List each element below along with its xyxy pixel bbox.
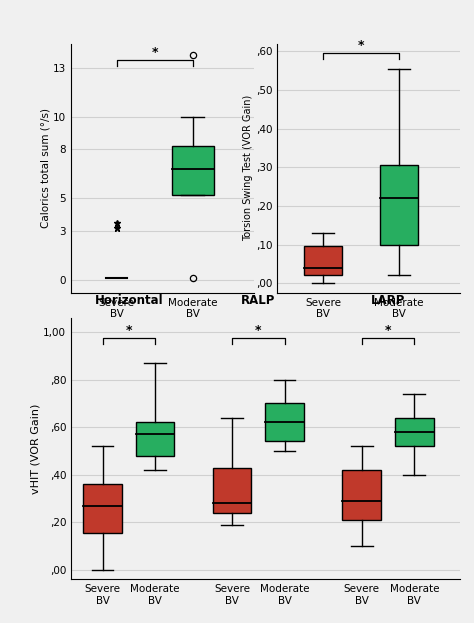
Bar <box>172 146 214 195</box>
Y-axis label: Calorics total sum (°/s): Calorics total sum (°/s) <box>40 108 50 228</box>
Bar <box>136 422 174 455</box>
Text: *: * <box>152 45 158 59</box>
Bar <box>395 417 434 446</box>
Bar <box>380 165 418 244</box>
Bar <box>304 247 342 275</box>
Text: *: * <box>385 323 391 336</box>
Bar <box>343 470 381 520</box>
Text: *: * <box>358 39 364 52</box>
Bar <box>265 403 304 442</box>
Bar <box>213 468 251 513</box>
Text: Horizontal: Horizontal <box>95 294 163 307</box>
Text: RALP: RALP <box>241 294 275 307</box>
Bar <box>83 484 122 533</box>
Y-axis label: Torsion Swing Test (VOR Gain): Torsion Swing Test (VOR Gain) <box>243 95 253 241</box>
Y-axis label: vHIT (VOR Gain): vHIT (VOR Gain) <box>30 403 40 494</box>
Text: LARP: LARP <box>371 294 405 307</box>
Text: *: * <box>126 323 132 336</box>
Text: *: * <box>255 323 262 336</box>
